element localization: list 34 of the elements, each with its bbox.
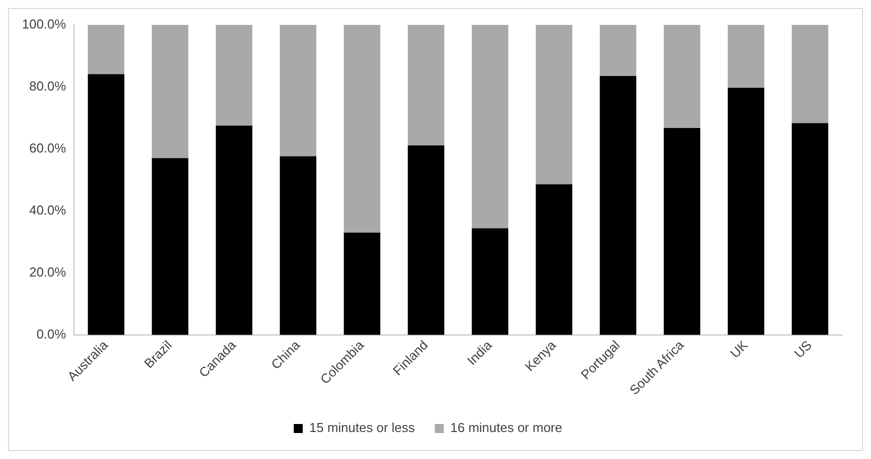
bar: [152, 24, 188, 158]
y-tick-label: 20.0%: [29, 264, 67, 280]
bar: [792, 24, 828, 124]
bar: [344, 232, 380, 335]
legend-label: 15 minutes or less: [309, 420, 416, 436]
bar: [792, 123, 828, 335]
bar: [536, 24, 572, 184]
bar: [600, 76, 636, 335]
x-tick-label: UK: [727, 337, 751, 361]
bar: [728, 24, 764, 88]
bar: [408, 145, 444, 335]
legend-label: 16 minutes or more: [450, 420, 562, 436]
x-tick-label: US: [791, 337, 815, 361]
bar: [728, 88, 764, 335]
y-tick-label: 100.0%: [22, 16, 67, 32]
bar: [280, 156, 316, 335]
bar: [664, 24, 700, 128]
y-tick-label: 80.0%: [29, 78, 67, 94]
bar: [216, 24, 252, 126]
bar: [344, 24, 380, 233]
bar: [408, 24, 444, 146]
y-tick-label: 0.0%: [36, 326, 67, 342]
bar: [88, 74, 124, 335]
y-tick-label: 60.0%: [29, 140, 67, 156]
bar: [152, 158, 188, 335]
y-tick-label: 40.0%: [29, 202, 67, 218]
bar: [280, 24, 316, 156]
bar: [536, 184, 572, 335]
bar: [664, 128, 700, 335]
bar: [472, 228, 508, 335]
bar: [88, 24, 124, 74]
bar: [216, 126, 252, 335]
bar: [600, 24, 636, 76]
bar: [472, 24, 508, 228]
